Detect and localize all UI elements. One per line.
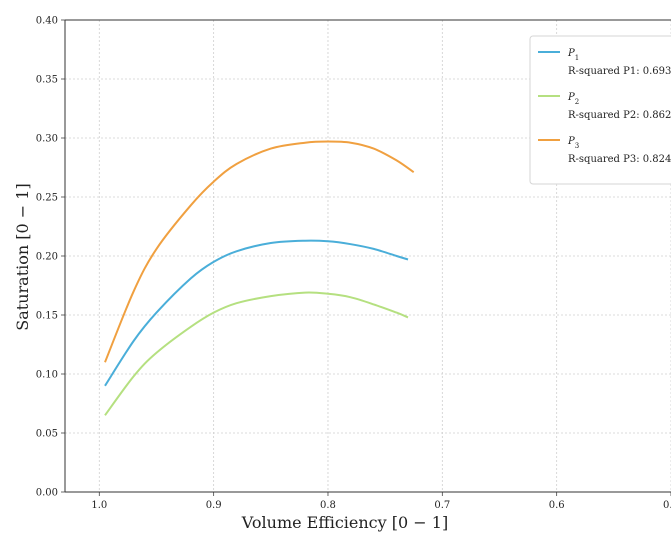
y-tick-label: 0.40 (36, 16, 58, 27)
y-tick-label: 0.35 (36, 75, 58, 86)
y-tick-label: 0.20 (36, 252, 58, 263)
series-line-p2 (104, 291, 409, 416)
x-tick-label: 0.6 (549, 500, 565, 511)
y-axis-label: Saturation [0 − 1] (13, 183, 32, 330)
x-axis-label: Volume Efficiency [0 − 1] (241, 513, 448, 532)
x-tick-label: 0.8 (320, 500, 336, 511)
legend-r-squared-label: R-squared P1: 0.693 (568, 66, 671, 77)
series-line-p1 (104, 239, 409, 387)
x-tick-label: 0.7 (434, 500, 450, 511)
x-tick-label: 1.0 (91, 500, 107, 511)
legend-box (529, 35, 671, 185)
series-lines (104, 140, 415, 416)
y-tick-label: 0.05 (36, 429, 58, 440)
legend-r-squared-label: R-squared P2: 0.862 (568, 110, 671, 121)
series-line-p3 (104, 140, 415, 363)
y-tick-label: 0.10 (36, 370, 58, 381)
y-tick-label: 0.30 (36, 134, 58, 145)
axes: 1.0 0.9 0.8 0.7 0.6 0.5 0.00 0.05 0.10 0.15 0.20 0.… (36, 16, 671, 511)
y-tick-label: 0.25 (36, 193, 58, 204)
y-tick-label: 0.00 (36, 488, 58, 499)
x-tick-label: 0.5 (663, 500, 671, 511)
x-tick-label: 0.9 (206, 500, 222, 511)
y-tick-label: 0.15 (36, 311, 58, 322)
legend-r-squared-label: R-squared P3: 0.824 (568, 154, 671, 165)
